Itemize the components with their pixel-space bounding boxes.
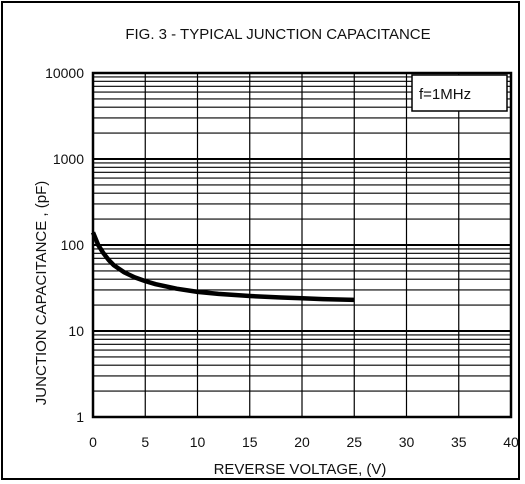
y-tick-label: 1: [76, 409, 84, 425]
chart-frame: FIG. 3 - TYPICAL JUNCTION CAPACITANCE JU…: [1, 1, 520, 480]
x-tick-label: 30: [399, 434, 415, 450]
x-axis-label: REVERSE VOLTAGE, (V): [214, 461, 387, 478]
x-tick-label: 10: [190, 434, 206, 450]
x-tick-label: 0: [89, 434, 97, 450]
tick-labels: 0 5 10 15 20 25 30 35 40 1 10 100 1000 10000: [45, 65, 519, 450]
annotation-background: [411, 74, 508, 112]
x-tick-label: 15: [242, 434, 258, 450]
y-axis-label: JUNCTION CAPACITANCE , (pF): [33, 181, 50, 405]
annotation-text: f=1MHz: [419, 86, 471, 103]
y-tick-label: 100: [61, 237, 85, 253]
series: [90, 231, 355, 303]
x-tick-label: 40: [503, 434, 519, 450]
x-tick-label: 25: [346, 434, 362, 450]
x-tick-label: 5: [141, 434, 149, 450]
y-tick-label: 10000: [45, 65, 84, 81]
chart-title: FIG. 3 - TYPICAL JUNCTION CAPACITANCE: [125, 26, 430, 43]
annotation-box: f=1MHz: [411, 74, 508, 112]
x-tick-label: 35: [451, 434, 467, 450]
x-tick-label: 20: [294, 434, 310, 450]
chart: FIG. 3 - TYPICAL JUNCTION CAPACITANCE JU…: [33, 26, 519, 478]
plot-area-border: [91, 71, 513, 419]
y-tick-label: 10: [68, 323, 84, 339]
y-tick-label: 1000: [53, 151, 84, 167]
series-line: [90, 231, 355, 303]
grid: [92, 73, 512, 418]
